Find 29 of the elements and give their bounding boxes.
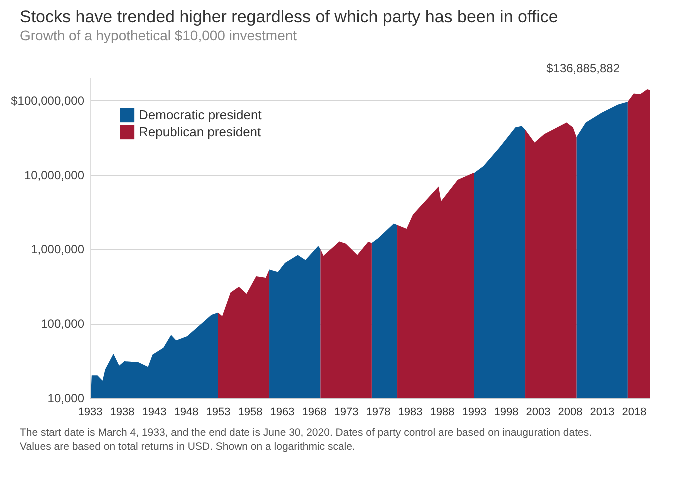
x-tick-label: 1988 xyxy=(430,406,455,418)
x-tick-label: 1958 xyxy=(238,406,263,418)
x-tick-label: 1938 xyxy=(110,406,135,418)
chart-title: Stocks have trended higher regardless of which party has been in office xyxy=(20,7,558,26)
x-tick-label: 1968 xyxy=(302,406,327,418)
y-tick-label: 10,000 xyxy=(48,392,85,406)
y-tick-label: 100,000 xyxy=(41,317,85,332)
y-tick-label: $100,000,000 xyxy=(11,94,85,108)
x-tick-label: 1993 xyxy=(462,406,487,418)
y-tick-label: 1,000,000 xyxy=(31,242,85,257)
x-tick-label: 2008 xyxy=(558,406,583,418)
x-tick-label: 1978 xyxy=(366,406,391,418)
x-tick-label: 1943 xyxy=(142,406,167,418)
annotation: $136,885,882 xyxy=(546,61,620,76)
x-tick-label: 2003 xyxy=(526,406,551,418)
text: The start date is March 4, 1933, and the end date is June 30, 2020. Dates of party control are based on inauguration dates. Values are based on total returns in USD. Shown on a logarithmic scale. xyxy=(20,427,592,453)
legend-label: Republican president xyxy=(139,124,262,140)
x-tick-label: 1998 xyxy=(494,406,519,418)
x-tick-label: 2013 xyxy=(590,406,615,418)
legend-label: Democratic president xyxy=(139,108,262,122)
x-tick-label: 1953 xyxy=(206,406,231,418)
x-tick-label: 1948 xyxy=(174,406,199,418)
x-tick-label: 2018 xyxy=(622,406,647,418)
y-tick-label: 10,000,000 xyxy=(24,168,85,182)
x-tick-label: 1983 xyxy=(398,406,423,418)
x-tick-label: 1963 xyxy=(270,406,295,418)
x-tick-label: 1973 xyxy=(334,406,359,418)
chart-subtitle: Growth of a hypothetical $10,000 investment xyxy=(20,27,298,44)
x-tick-label: 1933 xyxy=(78,406,103,418)
